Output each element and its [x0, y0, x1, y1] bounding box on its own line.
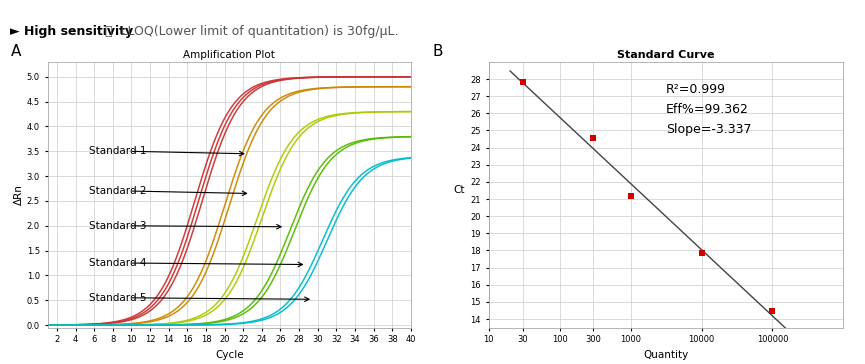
Title: Amplification Plot: Amplification Plot — [183, 50, 275, 60]
Point — [624, 193, 638, 198]
Text: Standard 2: Standard 2 — [89, 186, 147, 196]
Text: B: B — [432, 44, 443, 59]
Text: ►: ► — [10, 25, 20, 39]
Text: A: A — [10, 44, 21, 59]
Text: Standard 1: Standard 1 — [89, 146, 147, 156]
Text: High sensitivity: High sensitivity — [24, 25, 133, 39]
Text: Standard 3: Standard 3 — [89, 221, 147, 231]
Text: ：  LLOQ(Lower limit of quantitation) is 30fg/μL.: ： LLOQ(Lower limit of quantitation) is 3… — [105, 25, 398, 39]
Point — [586, 135, 600, 141]
Point — [766, 308, 779, 314]
Text: R²=0.999
Eff%=99.362
Slope=-3.337: R²=0.999 Eff%=99.362 Slope=-3.337 — [666, 83, 752, 136]
Point — [695, 250, 708, 256]
Point — [516, 80, 529, 86]
X-axis label: Cycle: Cycle — [215, 350, 244, 360]
Text: Standard 4: Standard 4 — [89, 258, 147, 268]
Text: Standard 5: Standard 5 — [89, 293, 147, 303]
Y-axis label: Ct: Ct — [453, 185, 465, 195]
X-axis label: Quantity: Quantity — [644, 350, 689, 360]
Title: Standard Curve: Standard Curve — [618, 50, 714, 60]
Y-axis label: ΔRn: ΔRn — [14, 184, 24, 205]
